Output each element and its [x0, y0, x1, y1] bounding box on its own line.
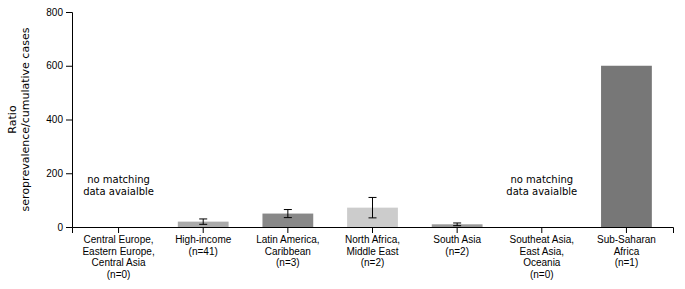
- x-tick: Latin America,Caribbean(n=3): [256, 227, 319, 268]
- bar: [601, 66, 652, 227]
- error-bar: [199, 219, 207, 224]
- plot: 0 200 400 600 800 Central Europe,Eastern Euro…: [46, 7, 673, 280]
- x-tick-mark: [457, 227, 458, 233]
- error-bar-cap: [199, 224, 207, 225]
- y-axis-title: Ratioseroprevalence/cumulative cases: [6, 27, 32, 211]
- error-bar-cap: [284, 209, 292, 210]
- y-tick: 200: [46, 168, 72, 179]
- y-tick: 400: [46, 114, 72, 125]
- y-tick-mark: [66, 120, 72, 121]
- y-tick-label: 600: [46, 60, 63, 71]
- x-tick: South Asia(n=2): [433, 227, 481, 257]
- y-tick-mark: [66, 12, 72, 13]
- x-axis-line: [73, 228, 674, 234]
- annotations: no matchingdata avaialble no matchingdata…: [83, 174, 577, 197]
- y-tick-label: 800: [46, 7, 63, 18]
- x-tick: Sub-SaharanAfrica(n=1): [597, 227, 656, 268]
- error-bar-cap: [199, 218, 207, 219]
- x-tick-label: South Asia(n=2): [433, 234, 481, 257]
- x-tick-mark: [372, 227, 373, 233]
- x-tick-mark: [541, 227, 542, 233]
- y-tick: 600: [46, 60, 72, 71]
- error-bar-stem: [203, 219, 204, 224]
- y-tick-label: 400: [46, 114, 63, 125]
- error-bar: [369, 197, 377, 217]
- x-tick-label: Southeat Asia,East Asia,Oceania(n=0): [510, 234, 575, 280]
- y-tick: 800: [46, 7, 72, 18]
- y-tick-mark: [66, 173, 72, 174]
- x-tick-label: Latin America,Caribbean(n=3): [256, 234, 319, 268]
- x-tick-mark: [118, 227, 119, 233]
- error-bar: [453, 223, 461, 226]
- x-tick-mark: [626, 227, 627, 233]
- x-tick-label: Central Europe,Eastern Europe,Central As…: [82, 234, 154, 280]
- error-bar-cap: [453, 225, 461, 226]
- x-tick-mark: [287, 227, 288, 233]
- error-bar-cap: [369, 197, 377, 198]
- error-bar: [284, 210, 292, 218]
- x-tick-mark: [203, 227, 204, 233]
- error-bar-cap: [284, 217, 292, 218]
- x-axis: Central Europe,Eastern Europe,Central As…: [73, 227, 674, 280]
- annotation: no matchingdata avaialble: [506, 174, 577, 197]
- y-tick-mark: [66, 227, 72, 228]
- error-bar-stem: [287, 210, 288, 218]
- chart: 0 200 400 600 800 Central Europe,Eastern Euro…: [0, 0, 685, 289]
- x-tick: Central Europe,Eastern Europe,Central As…: [82, 227, 154, 280]
- x-tick: Southeat Asia,East Asia,Oceania(n=0): [510, 227, 575, 280]
- marks: [178, 66, 652, 227]
- y-tick-label: 200: [46, 168, 63, 179]
- y-axis-line: [66, 13, 73, 228]
- error-bar-cap: [453, 222, 461, 223]
- error-bar-stem: [372, 197, 373, 217]
- error-bar-cap: [369, 217, 377, 218]
- y-axis: 0 200 400 600 800: [46, 7, 72, 233]
- x-tick: High-income(n=41): [175, 227, 232, 257]
- x-tick-label: Sub-SaharanAfrica(n=1): [597, 234, 656, 268]
- y-tick: 0: [57, 222, 72, 233]
- y-tick-mark: [66, 66, 72, 67]
- x-tick-label: North Africa,Middle East(n=2): [345, 234, 400, 268]
- annotation: no matchingdata avaialble: [83, 174, 154, 197]
- x-tick-label: High-income(n=41): [175, 234, 232, 257]
- x-tick: North Africa,Middle East(n=2): [345, 227, 400, 268]
- y-tick-label: 0: [57, 222, 63, 233]
